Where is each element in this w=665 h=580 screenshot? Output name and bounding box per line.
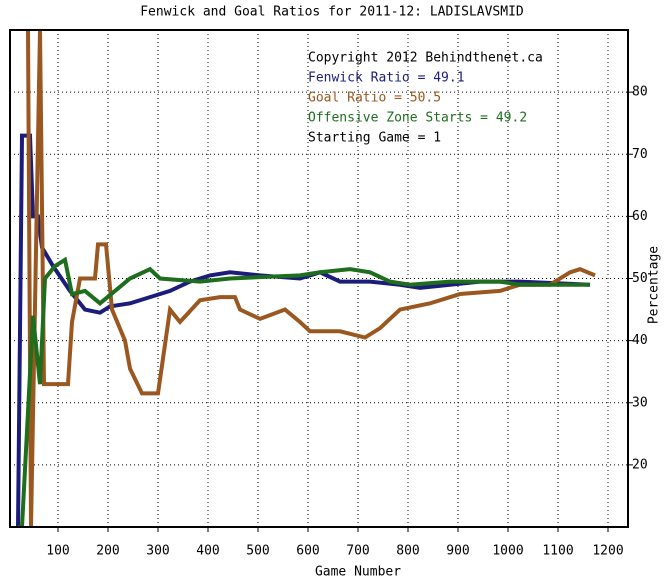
y-tick-label: 20 [632,457,648,472]
x-tick-label: 1100 [542,544,573,559]
x-tick-label: 400 [196,544,219,559]
legend-entry: Goal Ratio = 50.5 [308,91,441,106]
y-tick-label: 70 [632,147,648,162]
series-line [16,133,591,527]
grid [10,30,628,527]
x-tick-label: 800 [396,544,419,559]
y-tick-label: 30 [632,395,648,410]
y-tick-label: 60 [632,209,648,224]
x-tick-label: 600 [296,544,319,559]
y-tick-label: 80 [632,85,648,100]
x-axis-label: Game Number [315,565,401,580]
legend-entry: Fenwick Ratio = 49.1 [308,71,465,86]
series-line [18,256,590,527]
y-axis-label: Percentage [647,246,662,324]
x-tick-label: 1000 [492,544,523,559]
x-tick-label: 300 [146,544,169,559]
chart-title: Fenwick and Goal Ratios for 2011-12: LAD… [140,5,524,20]
x-tick-label: 700 [346,544,369,559]
annotation: Starting Game = 1 [308,131,441,146]
x-tick-label: 500 [246,544,269,559]
legend-entry: Offensive Zone Starts = 49.2 [308,111,527,126]
x-tick-label: 100 [46,544,69,559]
annotation: Copyright 2012 Behindthenet.ca [308,51,543,66]
y-tick-label: 40 [632,333,648,348]
x-tick-label: 200 [96,544,119,559]
x-tick-label: 1200 [592,544,623,559]
series-line [26,30,596,527]
x-tick-label: 900 [446,544,469,559]
lines [16,30,596,527]
y-tick-label: 50 [632,271,648,286]
